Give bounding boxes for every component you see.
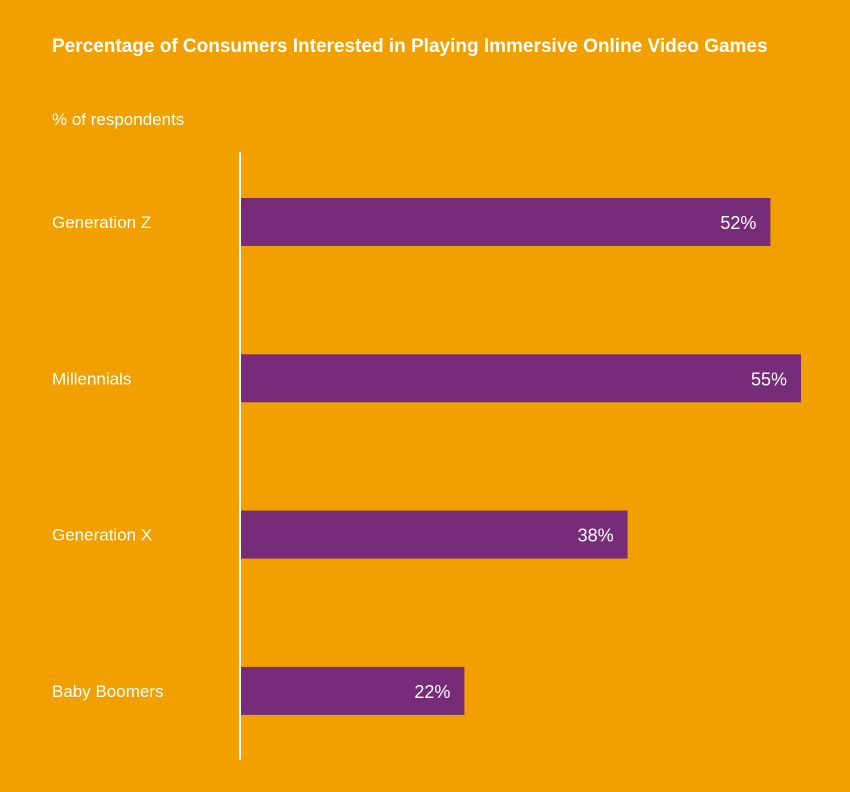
- chart-subtitle: % of respondents: [52, 110, 185, 129]
- bar-baby-boomers: [240, 666, 465, 715]
- category-label: Generation X: [52, 526, 152, 545]
- bar-millennials: [240, 354, 801, 403]
- bar-generation-z: [240, 198, 771, 246]
- category-label: Millennials: [52, 369, 131, 388]
- value-label: 22%: [414, 682, 450, 702]
- value-label: 52%: [720, 213, 756, 233]
- chart-title: Percentage of Consumers Interested in Pl…: [52, 36, 768, 57]
- category-label: Baby Boomers: [52, 682, 164, 701]
- bar-generation-x: [240, 510, 628, 559]
- category-label: Generation Z: [52, 213, 151, 232]
- value-label: 55%: [751, 369, 787, 389]
- value-label: 38%: [578, 526, 614, 546]
